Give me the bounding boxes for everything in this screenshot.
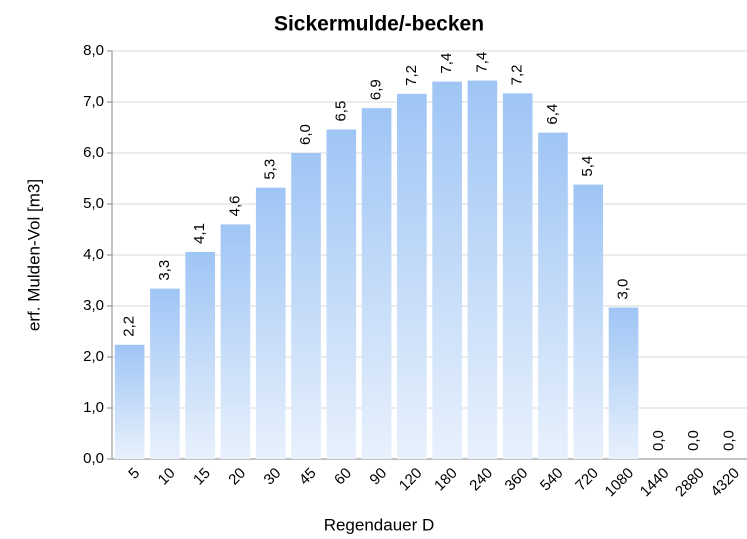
- value-label: 4,1: [191, 223, 208, 244]
- value-label: 6,5: [332, 101, 349, 122]
- x-tick-label: 1440: [637, 465, 673, 501]
- x-tick-label: 30: [261, 465, 285, 489]
- value-label: 5,3: [262, 159, 279, 180]
- x-axis-label: Regendauer D: [324, 515, 435, 534]
- bar: [573, 184, 604, 459]
- value-label: 7,4: [438, 53, 455, 74]
- bar: [255, 187, 286, 459]
- value-label: 3,0: [614, 279, 631, 300]
- x-tick-label: 4320: [707, 465, 743, 501]
- y-tick-label: 3,0: [83, 297, 104, 314]
- bar: [608, 307, 639, 459]
- y-tick-label: 5,0: [83, 195, 104, 212]
- value-label: 0,0: [720, 430, 737, 451]
- x-tick-label: 60: [331, 465, 355, 489]
- bar: [291, 153, 321, 459]
- x-tick-label: 10: [155, 465, 179, 489]
- value-label: 3,3: [156, 260, 173, 281]
- x-tick-label: 180: [431, 465, 461, 495]
- y-tick-label: 2,0: [83, 348, 104, 365]
- value-label: 5,4: [579, 156, 596, 177]
- x-tick-label: 45: [296, 465, 320, 489]
- x-tick-label: 360: [502, 465, 532, 495]
- bar: [502, 93, 533, 459]
- y-tick-label: 6,0: [83, 144, 104, 161]
- value-label: 0,0: [685, 430, 702, 451]
- y-tick-label: 8,0: [83, 42, 104, 59]
- y-axis-label: erf. Mulden-Vol [m3]: [24, 179, 43, 331]
- value-label: 2,2: [121, 316, 138, 337]
- y-tick-label: 0,0: [83, 450, 104, 467]
- bar: [220, 224, 251, 459]
- bar: [467, 80, 498, 459]
- value-label: 0,0: [650, 430, 667, 451]
- value-label: 7,2: [403, 65, 420, 86]
- bar: [185, 251, 216, 459]
- x-tick-label: 1080: [602, 465, 638, 501]
- bar: [538, 132, 568, 459]
- chart-title: Sickermulde/-becken: [274, 13, 484, 36]
- bar: [150, 288, 180, 459]
- y-tick-label: 1,0: [83, 399, 104, 416]
- bar: [326, 129, 357, 460]
- x-tick-label: 240: [466, 465, 496, 495]
- y-tick-label: 7,0: [83, 93, 104, 110]
- x-tick-label: 90: [366, 465, 390, 489]
- bar: [114, 344, 145, 459]
- x-tick-label: 20: [225, 465, 249, 489]
- x-tick-label: 2880: [672, 465, 708, 501]
- value-label: 6,0: [297, 124, 314, 145]
- x-tick-label: 720: [572, 465, 602, 495]
- value-label: 7,2: [509, 64, 526, 85]
- value-label: 4,6: [226, 196, 243, 217]
- value-label: 6,9: [368, 79, 385, 100]
- value-label: 6,4: [544, 104, 561, 125]
- bar: [397, 93, 427, 459]
- bar: [361, 108, 392, 460]
- x-tick-label: 15: [190, 465, 214, 489]
- y-tick-label: 4,0: [83, 246, 104, 263]
- x-tick-label: 120: [396, 465, 426, 495]
- value-label: 7,4: [473, 52, 490, 73]
- x-tick-label: 5: [125, 465, 143, 483]
- x-tick-label: 540: [537, 465, 567, 495]
- bar: [432, 81, 462, 459]
